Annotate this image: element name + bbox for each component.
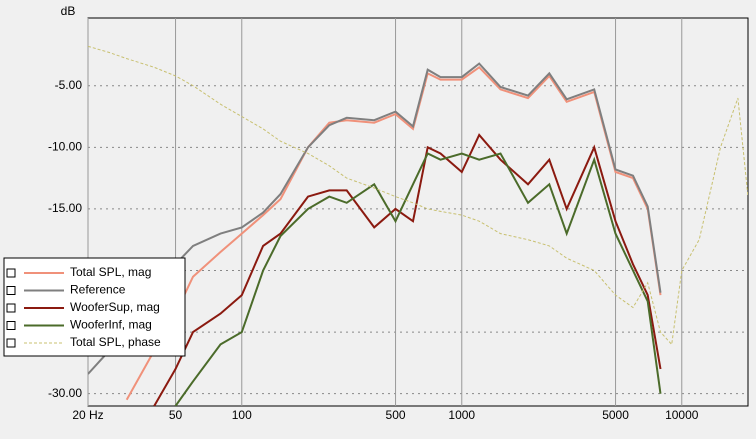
y-tick-label: -5.00 [55, 78, 83, 92]
series-line [153, 133, 662, 406]
series-line [88, 45, 748, 346]
x-tick-label: 10000 [665, 408, 699, 422]
legend-checkbox[interactable] [6, 303, 16, 313]
y-tick-label: -30.00 [48, 386, 82, 400]
x-tick-label: 1000 [448, 408, 475, 422]
series-line [125, 65, 662, 401]
legend-label: Reference [70, 283, 126, 297]
legend-label: Total SPL, mag [70, 265, 151, 279]
x-tick-label: 20 Hz [72, 408, 103, 422]
legend-checkbox[interactable] [6, 338, 16, 348]
legend-checkbox[interactable] [6, 321, 16, 330]
legend-checkbox[interactable] [6, 286, 16, 295]
series-line [88, 62, 662, 375]
legend-label: WooferInf, mag [70, 318, 152, 332]
x-tick-label: 50 [169, 408, 183, 422]
y-tick-label: -15.00 [48, 201, 82, 215]
y-tick-label: -10.00 [48, 140, 82, 154]
series-line [174, 152, 662, 406]
legend-label: Total SPL, phase [70, 335, 161, 349]
legend-checkbox[interactable] [6, 268, 16, 278]
y-axis-label: dB [61, 4, 76, 18]
legend-label: WooferSup, mag [70, 300, 160, 314]
plot-area [87, 17, 749, 407]
x-tick-label: 5000 [602, 408, 629, 422]
x-tick-label: 500 [386, 408, 406, 422]
x-tick-label: 100 [232, 408, 252, 422]
